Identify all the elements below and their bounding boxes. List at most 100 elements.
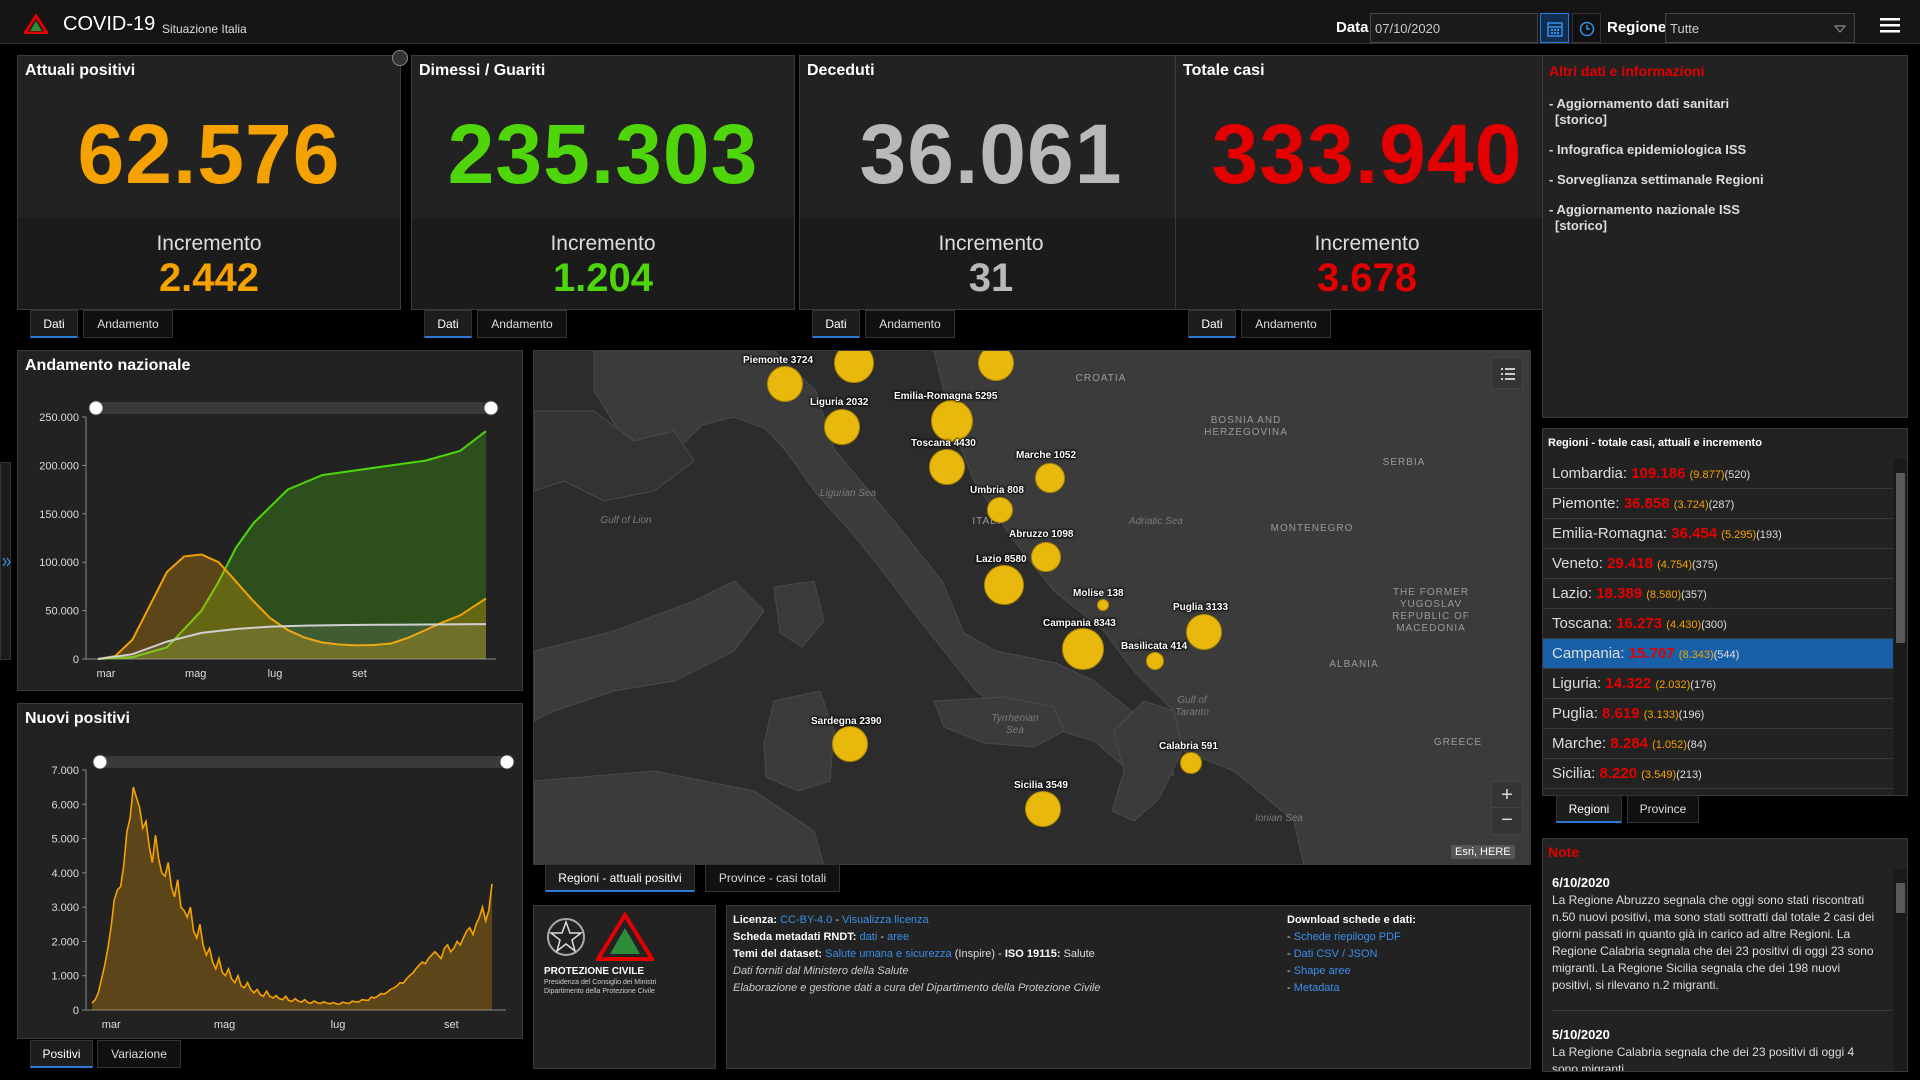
region-bubble[interactable] — [1146, 652, 1164, 670]
scrollbar-thumb[interactable] — [1896, 473, 1905, 643]
info-link[interactable]: - Sorveglianza settimanale Regioni — [1549, 172, 1764, 187]
date-input[interactable]: 07/10/2020 — [1370, 13, 1538, 43]
x-tick-label: lug — [268, 668, 283, 680]
region-list: Lombardia: 109.186 (9.877)(520) Piemonte:… — [1543, 459, 1893, 795]
region-row[interactable]: Marche: 8.284 (1.052)(84) — [1543, 729, 1893, 759]
tab-regioni-attuali-positivi[interactable]: Regioni - attuali positivi — [545, 864, 695, 892]
zoom-in-button[interactable]: + — [1492, 782, 1522, 808]
notes-scrollbar[interactable] — [1894, 869, 1907, 1071]
note-date: 5/10/2020 — [1552, 1027, 1610, 1042]
fullscreen-icon[interactable] — [392, 50, 408, 66]
hamburger-menu-icon[interactable] — [1880, 17, 1900, 33]
region-bubble[interactable] — [929, 449, 965, 485]
kpi-increment-block: Incremento 3.678 — [1176, 218, 1558, 309]
region-row[interactable]: Liguria: 14.322 (2.032)(176) — [1543, 669, 1893, 699]
tab-dati[interactable]: Dati — [812, 310, 860, 338]
region-row[interactable]: Puglia: 8.619 (3.133)(196) — [1543, 699, 1893, 729]
tab-regioni[interactable]: Regioni — [1556, 795, 1622, 823]
download-link[interactable]: Shape aree — [1293, 965, 1351, 977]
increment-value: 1.204 — [552, 256, 654, 300]
increment-label: Incremento — [550, 232, 656, 255]
y-tick-label: 100.000 — [39, 557, 79, 569]
zoom-out-button[interactable]: − — [1501, 809, 1513, 831]
increment-label: Incremento — [938, 232, 1044, 255]
tab-andamento[interactable]: Andamento — [865, 310, 955, 338]
italian-republic-emblem-icon — [547, 918, 585, 956]
region-row[interactable]: Emilia-Romagna: 36.454 (5.295)(193) — [1543, 519, 1893, 549]
region-list-scrollbar[interactable] — [1894, 459, 1907, 795]
region-increment: (196) — [1678, 709, 1705, 721]
region-name: Toscana: — [1552, 615, 1613, 632]
tab-dati[interactable]: Dati — [30, 310, 78, 338]
meta-aree-link[interactable]: aree — [887, 931, 910, 943]
tab-andamento[interactable]: Andamento — [477, 310, 567, 338]
side-drawer-handle[interactable] — [0, 462, 11, 660]
tab-positivi[interactable]: Positivi — [30, 1040, 93, 1068]
region-row[interactable]: Sicilia: 8.220 (3.549)(213) — [1543, 759, 1893, 789]
view-license-link[interactable]: Visualizza licenza — [842, 914, 929, 926]
region-bubble[interactable] — [931, 400, 973, 442]
region-bubble[interactable] — [834, 351, 874, 383]
meta-dati-link[interactable]: dati — [859, 931, 878, 943]
region-bubble[interactable] — [1035, 463, 1065, 493]
info-link[interactable]: - Aggiornamento dati sanitari [storico] — [1549, 96, 1730, 127]
region-bubble[interactable] — [1062, 628, 1104, 670]
andamento-chart: 250.000 200.000 150.000 100.000 50.000 0 mar ma… — [39, 400, 499, 680]
info-link[interactable]: - Infografica epidemiologica ISS — [1549, 142, 1747, 157]
region-bubble[interactable] — [978, 351, 1014, 381]
region-current: (3.133) — [1643, 709, 1679, 721]
region-bubble[interactable] — [832, 726, 868, 762]
region-row[interactable]: Lazio: 18.389 (8.580)(357) — [1543, 579, 1893, 609]
region-row[interactable]: Lombardia: 109.186 (9.877)(520) — [1543, 459, 1893, 489]
range-slider-track[interactable] — [95, 402, 493, 414]
region-bubble[interactable] — [1097, 599, 1109, 611]
tab-province[interactable]: Province — [1627, 795, 1699, 823]
download-link[interactable]: Metadata — [1293, 982, 1340, 994]
region-bubble[interactable] — [767, 366, 803, 402]
region-bubble-label: Toscana 4430 — [911, 438, 976, 449]
region-bubble[interactable] — [1186, 614, 1222, 650]
map-panel[interactable]: CROATIA BOSNIA AND HERZEGOVINA SERBIA MONTE… — [533, 350, 1531, 865]
tab-andamento[interactable]: Andamento — [83, 310, 173, 338]
region-bubble[interactable] — [984, 565, 1024, 605]
range-slider-handle-end[interactable] — [499, 754, 515, 770]
range-slider-track[interactable] — [99, 756, 509, 768]
sea-label: Ionian Sea — [1255, 813, 1303, 824]
region-row[interactable]: Veneto: 29.418 (4.754)(375) — [1543, 549, 1893, 579]
region-bubble[interactable] — [1025, 791, 1061, 827]
map-legend-button[interactable] — [1491, 357, 1523, 389]
y-tick-label: 150.000 — [39, 509, 79, 521]
protezione-civile-logo-icon — [24, 14, 48, 34]
range-slider-handle-start[interactable] — [92, 754, 108, 770]
range-slider-handle-end[interactable] — [483, 400, 499, 416]
download-link[interactable]: Dati CSV / JSON — [1293, 948, 1378, 960]
region-row[interactable]: Toscana: 16.273 (4.430)(300) — [1543, 609, 1893, 639]
region-row[interactable]: Piemonte: 36.858 (3.724)(287) — [1543, 489, 1893, 519]
region-select[interactable]: Tutte — [1665, 13, 1855, 43]
themes-link[interactable]: Salute umana e sicurezza — [825, 948, 952, 960]
sea-label: Adriatic Sea — [1129, 516, 1183, 527]
themes-line: Temi del dataset: Salute umana e sicurez… — [733, 948, 1095, 960]
region-bubble[interactable] — [1031, 542, 1061, 572]
series-area — [98, 431, 486, 659]
tab-andamento[interactable]: Andamento — [1241, 310, 1331, 338]
tab-variazione[interactable]: Variazione — [97, 1040, 181, 1068]
region-row[interactable]: Campania: 15.707 (8.343)(544) — [1543, 639, 1893, 669]
tab-dati[interactable]: Dati — [424, 310, 472, 338]
license-link[interactable]: CC-BY-4.0 — [780, 914, 833, 926]
info-link[interactable]: - Aggiornamento nazionale ISS [storico] — [1549, 202, 1740, 233]
download-link[interactable]: Schede riepilogo PDF — [1293, 931, 1401, 943]
region-bubble[interactable] — [987, 497, 1013, 523]
tab-dati[interactable]: Dati — [1188, 310, 1236, 338]
region-bubble[interactable] — [824, 409, 860, 445]
tab-province-casi-totali[interactable]: Province - casi totali — [705, 864, 840, 892]
time-button[interactable] — [1572, 13, 1601, 43]
notes-scrollbar-thumb[interactable] — [1896, 883, 1905, 913]
range-slider-handle-start[interactable] — [88, 400, 104, 416]
region-bubble[interactable] — [1180, 752, 1202, 774]
y-tick-label: 7.000 — [51, 765, 79, 777]
region-name: Campania: — [1552, 645, 1625, 662]
calendar-button[interactable] — [1540, 13, 1569, 43]
note-text: La Regione Abruzzo segnala che oggi sono… — [1552, 893, 1875, 992]
download-item: - Schede riepilogo PDF — [1287, 931, 1401, 943]
